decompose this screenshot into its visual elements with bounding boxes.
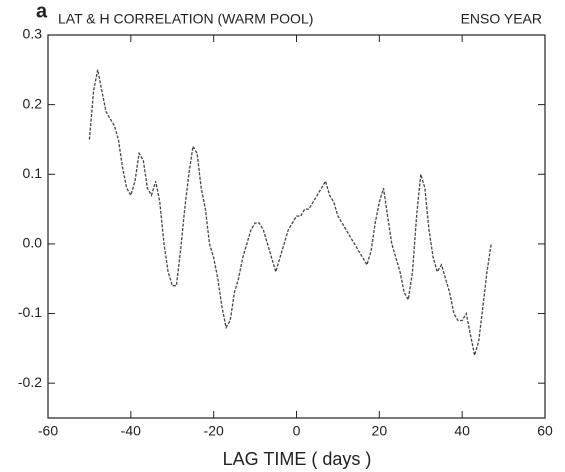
- x-axis-label: LAG TIME ( days ): [223, 449, 372, 469]
- x-tick-label: 40: [454, 423, 470, 439]
- y-tick-label: 0.0: [23, 235, 43, 251]
- panel-label: a: [36, 0, 48, 22]
- data-line: [88, 69, 492, 356]
- y-tick-label: 0.2: [23, 95, 43, 111]
- x-tick-label: 0: [293, 423, 301, 439]
- x-tick-label: -20: [204, 423, 224, 439]
- y-tick-label: 0.3: [23, 26, 43, 42]
- x-tick-label: 60: [537, 423, 553, 439]
- y-tick-label: -0.1: [18, 304, 42, 320]
- x-tick-label: -60: [38, 423, 58, 439]
- plot-frame: [47, 34, 546, 419]
- y-tick-label: 0.1: [23, 165, 43, 181]
- x-tick-label: -40: [121, 423, 141, 439]
- chart-subtitle: ENSO YEAR: [461, 11, 542, 27]
- chart-title: LAT & H CORRELATION (WARM POOL): [58, 11, 313, 27]
- x-tick-label: 20: [372, 423, 388, 439]
- y-tick-label: -0.2: [18, 374, 42, 390]
